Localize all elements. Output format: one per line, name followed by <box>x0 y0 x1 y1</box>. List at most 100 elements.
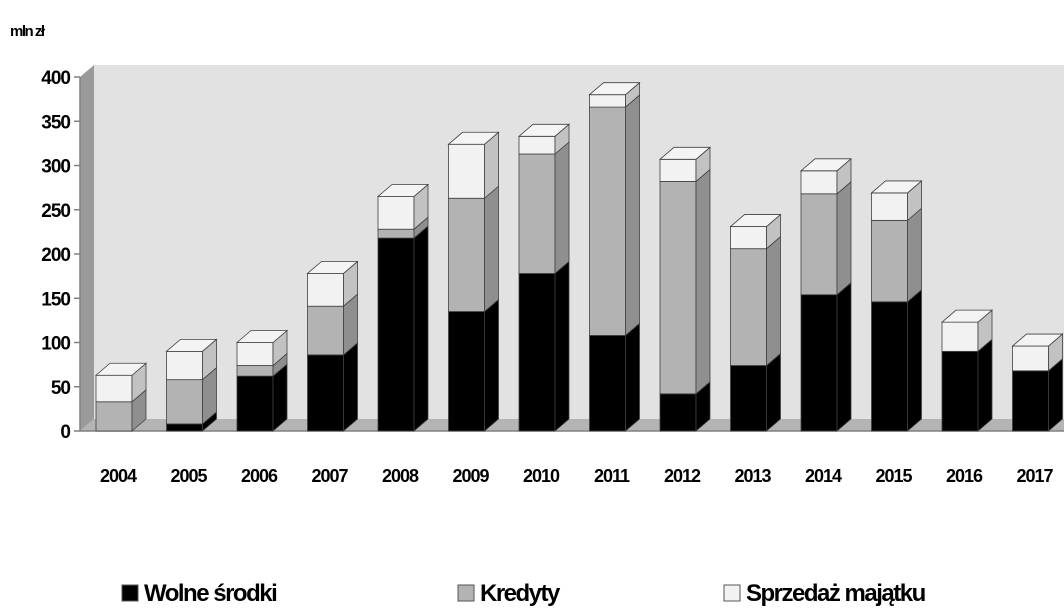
bar-side <box>554 260 570 432</box>
chart-axes: 0 50 100 150 200 250 300 350 400 <box>41 68 1064 443</box>
bar-front <box>871 192 908 221</box>
bar-segment <box>377 225 429 432</box>
bar-side <box>554 141 570 275</box>
bar-front <box>1012 370 1049 432</box>
bar-top <box>517 123 571 137</box>
bar-stack <box>658 146 712 432</box>
x-axis-labels: 2004 2005 2006 2007 2008 2009 2010 2011 2012 2013… <box>100 466 1055 486</box>
bar-front <box>659 393 697 432</box>
bar-side <box>695 168 711 395</box>
bar-side <box>907 288 922 432</box>
bar-side <box>343 342 358 432</box>
bar-top <box>235 330 289 343</box>
x-tick-label: 2007 <box>311 466 348 486</box>
bar-segment <box>871 288 922 432</box>
bar-front <box>236 375 274 432</box>
bar-segment <box>658 146 712 183</box>
legend-swatch <box>723 584 741 602</box>
bar-segment <box>940 309 994 353</box>
bar-front <box>448 143 485 199</box>
bar-front <box>730 226 767 250</box>
legend: Wolne środki Kredyty Sprzedaż majątku <box>121 580 927 607</box>
bar-segment <box>729 213 782 250</box>
side-wall <box>80 65 94 431</box>
bar-segment <box>1012 357 1063 432</box>
bar-side <box>413 225 429 432</box>
bar-stack <box>165 338 218 432</box>
bar-top <box>729 214 782 227</box>
bar-stack <box>799 157 853 432</box>
bar-stack <box>447 131 500 432</box>
bar-segment <box>730 352 781 432</box>
bar-top <box>658 146 712 160</box>
bar-front <box>800 170 838 195</box>
bar-segment <box>165 338 218 381</box>
bar-front <box>659 181 697 395</box>
bar-top <box>799 158 853 172</box>
bar-side <box>907 207 922 303</box>
bar-segment <box>307 342 358 432</box>
x-tick-label: 2008 <box>382 466 419 486</box>
legend-swatch <box>121 584 139 602</box>
bar-front <box>589 335 626 432</box>
bar-front <box>377 228 415 239</box>
bar-side <box>1048 357 1063 432</box>
bar-front <box>236 365 274 377</box>
bar-segment <box>871 207 922 303</box>
bar-stack <box>870 180 923 432</box>
bar-top <box>376 184 430 197</box>
legend-item: Sprzedaż majątku <box>723 580 927 607</box>
bar-segment <box>659 168 711 395</box>
bar-front <box>377 237 415 432</box>
y-tick-label: 0 <box>60 422 70 443</box>
x-tick-label: 2009 <box>452 466 489 486</box>
bar-front <box>448 197 485 312</box>
bar-top <box>94 362 148 376</box>
x-tick-label: 2013 <box>734 466 771 486</box>
bar-front <box>518 135 556 155</box>
y-tick-label: 350 <box>41 112 70 133</box>
bar-segment <box>235 329 289 367</box>
legend-swatch <box>457 584 475 602</box>
y-tick-label: 300 <box>41 157 70 178</box>
bar-segment <box>730 235 781 367</box>
bar-stack <box>940 309 994 432</box>
y-tick-label: 100 <box>41 334 70 355</box>
bar-front <box>871 219 908 303</box>
bar-segment <box>800 180 852 296</box>
bar-stack <box>1011 333 1064 432</box>
x-tick-label: 2004 <box>100 466 137 486</box>
bar-front <box>1012 345 1049 372</box>
legend-item: Kredyty <box>457 580 563 607</box>
legend-item: Wolne środki <box>121 580 278 607</box>
bar-top <box>306 261 359 274</box>
bar-front <box>871 301 908 432</box>
x-tick-label: 2006 <box>241 466 278 486</box>
bar-side <box>766 352 781 432</box>
x-tick-label: 2016 <box>946 466 983 486</box>
bar-side <box>625 94 640 337</box>
bar-segment <box>659 380 711 432</box>
bar-stack <box>235 329 289 432</box>
legend-label: Wolne środki <box>144 580 276 607</box>
y-tick-label: 400 <box>41 68 70 89</box>
x-tick-label: 2010 <box>523 466 560 486</box>
y-tick-label: 50 <box>51 378 71 399</box>
bar-side <box>836 281 852 432</box>
bar-top <box>870 180 923 194</box>
bar-top <box>588 82 641 96</box>
bar-front <box>589 106 626 336</box>
bar-front <box>518 153 556 274</box>
y-tick-label: 150 <box>41 289 70 310</box>
bar-front <box>95 401 133 432</box>
bar-segment <box>588 81 641 108</box>
bar-front <box>166 379 203 425</box>
bar-front <box>236 342 274 366</box>
bar-top <box>1011 333 1064 347</box>
bar-side <box>766 235 781 367</box>
bar-front <box>589 94 626 108</box>
legend-label: Kredyty <box>480 580 561 607</box>
bar-segment <box>166 366 217 425</box>
bar-front <box>166 350 203 381</box>
